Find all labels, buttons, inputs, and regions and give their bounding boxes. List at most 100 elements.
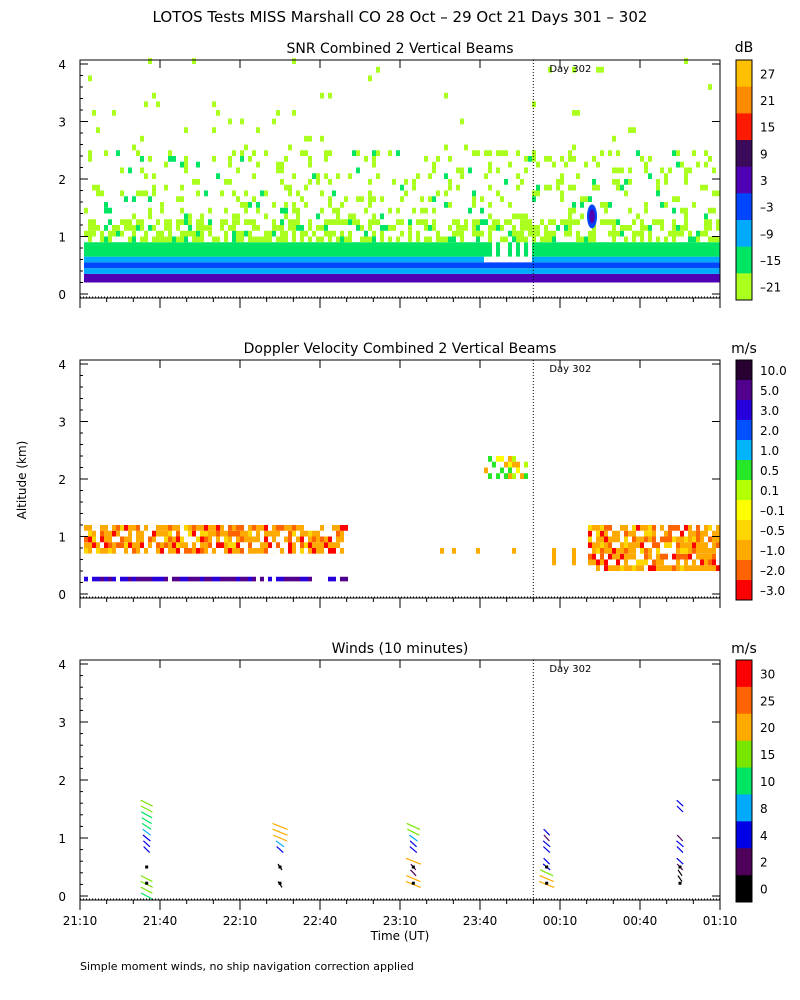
snr-cell: [436, 242, 440, 257]
doppler-cell: [84, 536, 88, 543]
snr-cell: [452, 219, 456, 225]
snr-cell: [160, 236, 164, 243]
snr-cell: [260, 262, 264, 269]
snr-cell: [656, 256, 660, 263]
snr-cell: [684, 173, 688, 179]
snr-cell: [596, 184, 600, 191]
snr-cell: [108, 207, 112, 214]
doppler-cell: [340, 576, 344, 582]
snr-cell: [160, 273, 164, 283]
doppler-cell: [700, 559, 704, 566]
snr-cell: [132, 236, 136, 243]
snr-cell: [676, 268, 680, 274]
snr-cell: [432, 219, 436, 225]
y-axis-label: Altitude (km): [15, 441, 29, 520]
snr-cell: [592, 156, 596, 162]
snr-cell: [344, 262, 348, 269]
snr-cell: [540, 236, 544, 243]
doppler-cell: [688, 525, 692, 531]
snr-cell: [260, 190, 264, 197]
snr-cell: [388, 262, 392, 269]
snr-cell: [480, 262, 484, 269]
wind-vector: [543, 857, 551, 865]
snr-cell: [580, 268, 584, 274]
snr-cell: [684, 58, 688, 64]
snr-cell: [448, 236, 452, 243]
doppler-cell: [152, 576, 156, 582]
snr-cell: [348, 219, 352, 225]
snr-cell: [276, 236, 280, 243]
snr-cell: [544, 242, 548, 257]
snr-cell: [332, 256, 336, 263]
colorbar-swatch: [736, 380, 752, 401]
snr-cell: [616, 242, 620, 257]
snr-cell: [92, 219, 96, 225]
doppler-cell: [200, 542, 204, 548]
snr-cell: [368, 242, 372, 257]
snr-cell: [108, 219, 112, 225]
doppler-cell: [228, 525, 232, 531]
snr-cell: [136, 242, 140, 257]
snr-cell: [232, 262, 236, 269]
snr-cell: [620, 262, 624, 269]
snr-cell: [192, 256, 196, 263]
snr-cell: [128, 242, 132, 257]
snr-cell: [220, 256, 224, 263]
snr-cell: [248, 268, 252, 274]
y-tick-label: 0: [58, 288, 66, 302]
snr-cell: [356, 273, 360, 283]
snr-cell: [536, 256, 540, 263]
snr-cell: [128, 256, 132, 263]
doppler-cell: [156, 542, 160, 548]
wind-vector: [276, 846, 284, 854]
snr-cell: [472, 230, 476, 237]
doppler-cell: [300, 530, 304, 537]
snr-cell: [540, 219, 544, 225]
snr-cell: [344, 219, 348, 225]
doppler-cell: [660, 559, 664, 566]
snr-cell: [156, 262, 160, 269]
snr-cell: [236, 256, 240, 263]
snr-cell: [300, 225, 304, 231]
doppler-cell: [304, 530, 308, 537]
doppler-cell: [716, 542, 720, 548]
wind-vector: [140, 875, 153, 883]
snr-cell: [280, 161, 284, 168]
snr-cell: [340, 242, 344, 257]
snr-cell: [192, 242, 196, 257]
snr-cell: [172, 268, 176, 274]
doppler-cell: [108, 542, 112, 548]
snr-cell: [612, 273, 616, 283]
colorbar-swatch: [736, 220, 752, 248]
doppler-cell: [708, 548, 712, 554]
snr-cell: [444, 173, 448, 179]
snr-cell: [568, 213, 572, 220]
snr-cell: [100, 273, 104, 283]
doppler-cell: [604, 525, 608, 531]
snr-cell: [400, 242, 404, 257]
snr-cell: [696, 273, 700, 283]
snr-cell: [232, 268, 236, 274]
snr-cell: [524, 167, 528, 174]
snr-cell: [404, 190, 408, 197]
snr-cell: [460, 268, 464, 274]
snr-cell: [644, 202, 648, 208]
snr-cell: [608, 150, 612, 156]
colorbar-label: 0.1: [760, 484, 779, 498]
snr-cell: [256, 127, 260, 133]
snr-cell: [512, 230, 516, 237]
snr-cell: [132, 225, 136, 231]
doppler-cell: [104, 548, 108, 554]
snr-cell: [676, 230, 680, 237]
snr-cell: [508, 230, 512, 237]
doppler-cell: [624, 525, 628, 531]
snr-cell: [108, 273, 112, 283]
snr-cell: [428, 173, 432, 179]
snr-cell: [584, 256, 588, 263]
snr-cell: [328, 150, 332, 156]
snr-cell: [444, 236, 448, 243]
snr-cell: [652, 242, 656, 257]
snr-cell: [264, 273, 268, 283]
snr-cell: [140, 236, 144, 243]
snr-cell: [120, 273, 124, 283]
